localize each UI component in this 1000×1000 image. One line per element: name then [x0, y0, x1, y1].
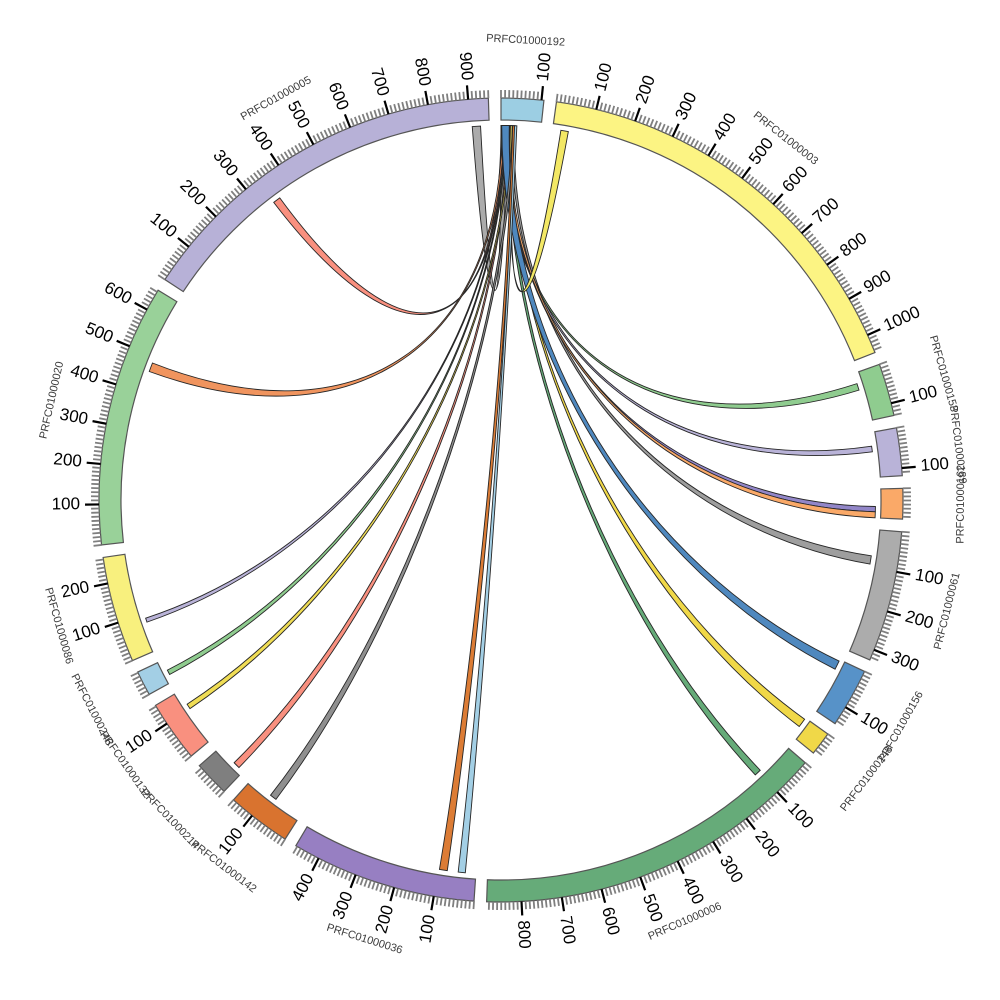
svg-text:800: 800: [514, 920, 534, 949]
svg-text:200: 200: [53, 449, 83, 470]
svg-text:PRFC01000162: PRFC01000162: [955, 465, 968, 544]
svg-text:700: 700: [556, 915, 579, 946]
svg-text:PRFC01000192: PRFC01000192: [486, 32, 565, 48]
svg-text:800: 800: [411, 56, 435, 87]
svg-text:100: 100: [914, 565, 945, 589]
svg-text:900: 900: [456, 51, 477, 81]
svg-text:100: 100: [52, 494, 81, 513]
svg-text:100: 100: [920, 454, 950, 475]
svg-text:100: 100: [415, 913, 438, 944]
svg-text:100: 100: [533, 52, 555, 82]
